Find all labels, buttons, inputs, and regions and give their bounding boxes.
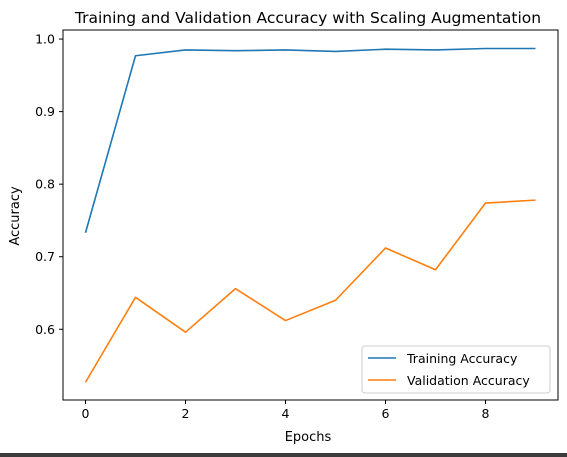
y-tick-label: 0.6: [35, 322, 55, 337]
legend-label-validation: Validation Accuracy: [407, 373, 530, 388]
y-axis-ticks: 0.6 0.7 0.8 0.9 1.0: [35, 32, 63, 337]
x-axis-ticks: 0 2 4 6 8: [82, 400, 490, 421]
x-tick-label: 8: [482, 406, 490, 421]
y-axis-label: Accuracy: [8, 186, 23, 246]
x-tick-label: 4: [282, 406, 290, 421]
y-tick-label: 0.7: [35, 249, 55, 264]
x-tick-label: 2: [182, 406, 190, 421]
x-axis-label: Epochs: [285, 430, 332, 445]
legend-label-training: Training Accuracy: [406, 351, 518, 366]
chart-title: Training and Validation Accuracy with Sc…: [74, 9, 541, 27]
y-tick-label: 0.9: [35, 104, 55, 119]
y-tick-label: 0.8: [35, 177, 55, 192]
x-tick-label: 6: [382, 406, 390, 421]
bottom-border: [0, 453, 567, 457]
x-tick-label: 0: [82, 406, 90, 421]
plot-area: [63, 30, 558, 400]
y-tick-label: 1.0: [35, 32, 55, 47]
legend: Training Accuracy Validation Accuracy: [362, 346, 550, 393]
